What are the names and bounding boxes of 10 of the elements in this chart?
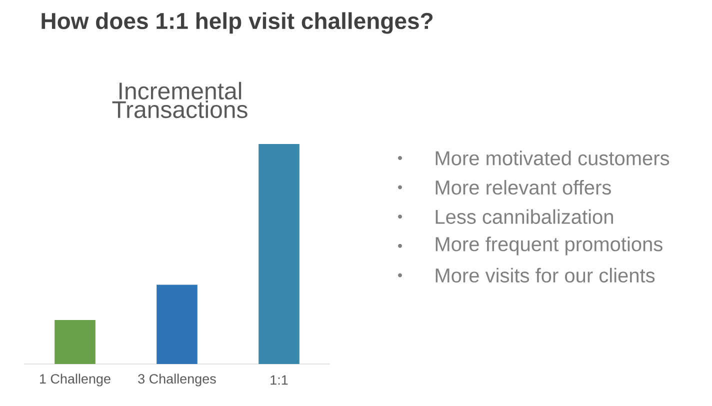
text: More visits for our clients xyxy=(436,268,655,283)
text: More relevant offers xyxy=(436,180,611,195)
text: More frequent promotions xyxy=(436,236,662,256)
x-tick-label: 1:1 xyxy=(270,375,288,385)
text: Less cannibalization xyxy=(436,209,613,224)
text: More motivated customers xyxy=(436,150,670,166)
x-tick-label: 3 Challenges xyxy=(138,374,216,386)
chart-title: How does 1:1 help visit challenges? xyxy=(42,12,433,34)
x-tick-label: 1 Challenge xyxy=(40,374,110,386)
chart-subtitle: Incremental Transactions xyxy=(112,82,248,118)
